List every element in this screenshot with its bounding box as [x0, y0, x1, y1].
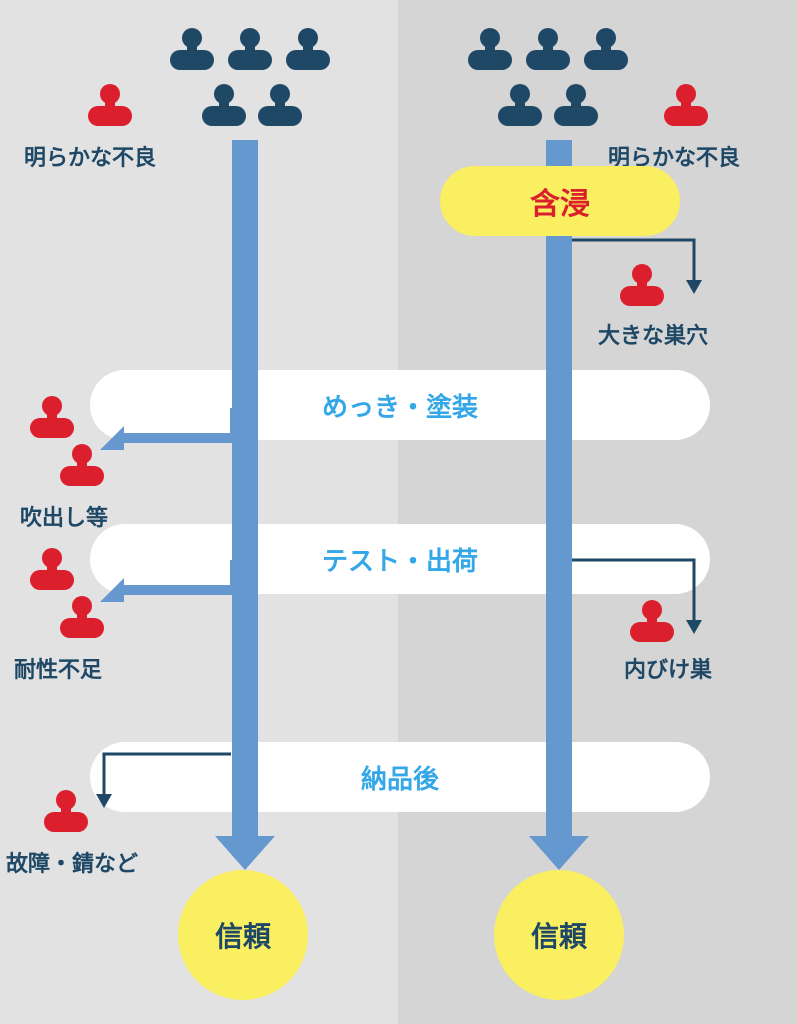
stage-test-label: テスト・出荷	[322, 541, 478, 578]
pawn-blue-icon	[584, 28, 628, 76]
pawn-blue-icon	[258, 84, 302, 132]
pawn-blue-icon	[228, 28, 272, 76]
durability-label: 耐性不足	[14, 652, 102, 684]
pawn-blue-icon	[498, 84, 542, 132]
obvious-defect-left-label: 明らかな不良	[24, 140, 156, 172]
branch-arrow-icon	[96, 754, 236, 814]
branch-arrow-icon	[100, 560, 240, 620]
pawn-red-icon	[88, 84, 132, 132]
pawn-blue-icon	[554, 84, 598, 132]
pawn-blue-icon	[170, 28, 214, 76]
blowout-label: 吹出し等	[20, 500, 108, 532]
pawn-red-icon	[664, 84, 708, 132]
pawn-red-icon	[60, 596, 104, 644]
branch-arrow-icon	[100, 408, 240, 468]
large-hole-label: 大きな巣穴	[598, 318, 708, 350]
trust-right-label: 信頼	[531, 915, 587, 955]
main-arrow-left-icon	[232, 140, 258, 840]
pawn-blue-icon	[526, 28, 570, 76]
pawn-red-icon	[630, 600, 674, 648]
main-arrow-right-icon	[546, 140, 572, 840]
failure-label: 故障・錆など	[6, 846, 138, 878]
pawn-blue-icon	[286, 28, 330, 76]
pawn-blue-icon	[202, 84, 246, 132]
pawn-red-icon	[44, 790, 88, 838]
stage-delivery-label: 納品後	[361, 759, 439, 796]
pawn-red-icon	[30, 396, 74, 444]
pawn-red-icon	[30, 548, 74, 596]
stage-plating-label: めっき・塗装	[322, 387, 478, 424]
trust-right-circle: 信頼	[494, 870, 624, 1000]
trust-left-label: 信頼	[215, 915, 271, 955]
shrinkage-label: 内びけ巣	[624, 652, 712, 684]
trust-left-circle: 信頼	[178, 870, 308, 1000]
impregnation-label: 含浸	[530, 179, 590, 223]
pawn-red-icon	[60, 444, 104, 492]
pawn-red-icon	[620, 264, 664, 312]
impregnation-pill: 含浸	[440, 166, 680, 236]
pawn-blue-icon	[468, 28, 512, 76]
